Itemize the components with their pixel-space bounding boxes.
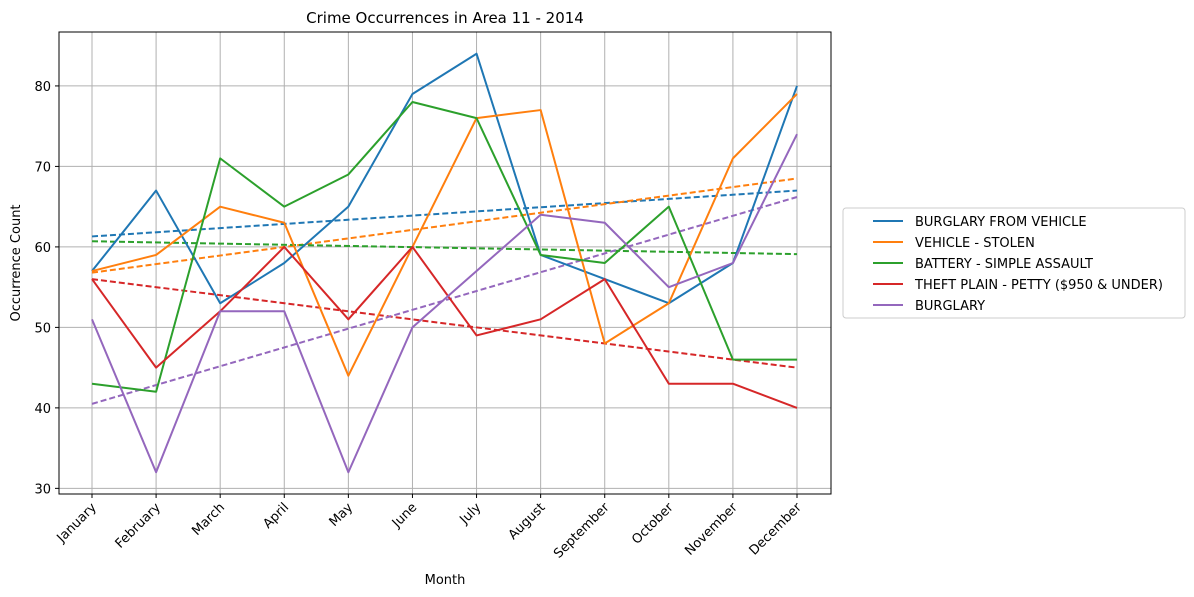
x-tick-label: September bbox=[551, 500, 613, 562]
legend-label: THEFT PLAIN - PETTY ($950 & UNDER) bbox=[914, 278, 1163, 293]
x-tick-label: January bbox=[54, 500, 100, 546]
x-tick-label: May bbox=[327, 500, 357, 530]
trend-line bbox=[91, 278, 798, 369]
series-lines bbox=[91, 52, 798, 474]
series-line bbox=[91, 52, 798, 305]
x-tick-label: August bbox=[506, 500, 549, 543]
trend-line bbox=[91, 189, 798, 238]
legend-label: BURGLARY FROM VEHICLE bbox=[915, 215, 1087, 230]
grid-lines bbox=[59, 32, 831, 494]
series-line bbox=[91, 101, 797, 393]
y-axis-title: Occurrence Count bbox=[9, 204, 24, 321]
y-tick-label: 50 bbox=[34, 321, 51, 336]
x-tick-label: December bbox=[747, 500, 806, 559]
x-axis-ticks: January February March April May June July Augu… bbox=[54, 494, 806, 562]
trend-line bbox=[91, 177, 798, 274]
trend-line bbox=[91, 240, 798, 256]
y-axis-ticks: 30 40 50 60 70 80 bbox=[34, 80, 59, 497]
y-tick-label: 60 bbox=[34, 241, 51, 256]
x-tick-label: October bbox=[629, 500, 677, 548]
legend-label: VEHICLE - STOLEN bbox=[915, 236, 1035, 251]
y-tick-label: 40 bbox=[34, 402, 51, 417]
x-tick-label: July bbox=[457, 500, 485, 528]
series-line bbox=[91, 245, 798, 409]
x-tick-label: November bbox=[682, 500, 741, 559]
y-tick-label: 80 bbox=[34, 80, 51, 95]
x-axis-title: Month bbox=[425, 573, 466, 588]
x-tick-label: June bbox=[389, 500, 420, 531]
series-line bbox=[91, 133, 798, 474]
x-tick-label: March bbox=[189, 500, 228, 539]
legend: BURGLARY FROM VEHICLE VEHICLE - STOLEN BAT… bbox=[842, 207, 1186, 319]
legend-label: BATTERY - SIMPLE ASSAULT bbox=[915, 257, 1093, 272]
series-line bbox=[91, 93, 798, 377]
x-tick-label: February bbox=[113, 500, 165, 552]
x-tick-label: April bbox=[260, 500, 292, 532]
plot-frame bbox=[58, 31, 832, 495]
legend-box bbox=[842, 207, 1186, 319]
chart-title: Crime Occurrences in Area 11 - 2014 bbox=[306, 9, 584, 27]
y-tick-label: 30 bbox=[34, 482, 51, 497]
y-tick-label: 70 bbox=[34, 160, 51, 175]
legend-label: BURGLARY bbox=[915, 299, 985, 314]
